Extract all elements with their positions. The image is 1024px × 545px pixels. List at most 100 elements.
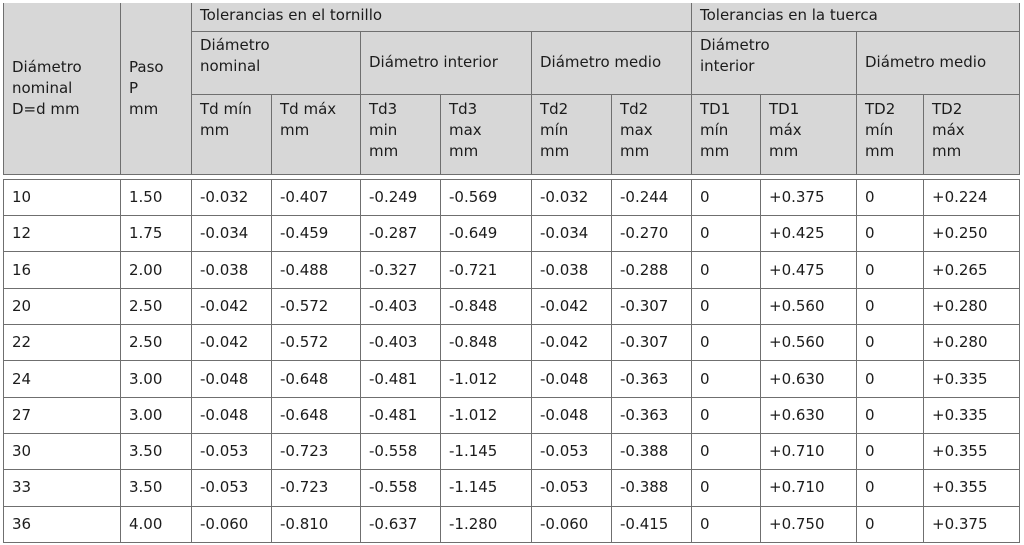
table-cell: -0.327 (360, 251, 441, 289)
column-header-line: TD1 (769, 99, 800, 118)
column-header: Td máx mm (271, 94, 361, 175)
table-cell: 20 (3, 287, 121, 326)
table-cell: +0.560 (760, 287, 857, 326)
table-row: 16 2.00 -0.038 -0.488 -0.327 -0.721 -0.038 -0.2… (3, 251, 1021, 289)
nut-inner-diameter-label-1: Diámetro (700, 35, 770, 54)
table-cell: 0 (691, 215, 761, 253)
table-cell: -0.307 (611, 287, 692, 326)
table-cell: +0.630 (760, 360, 857, 398)
table-cell: 3.00 (120, 360, 192, 398)
table-row: 24 3.00 -0.048 -0.648 -0.481 -1.012 -0.048 -0.3… (3, 360, 1021, 398)
screw-nominal-diameter-label-2: nominal (200, 56, 261, 75)
table-cell: -0.388 (611, 433, 692, 471)
column-header-line: mm (620, 141, 650, 160)
table-cell: -0.723 (271, 433, 361, 471)
column-header-line: Td2 (620, 99, 649, 118)
column-header-line: min (369, 120, 398, 139)
table-cell: -1.012 (440, 360, 532, 398)
column-header-line: mm (865, 141, 895, 160)
table-cell: -0.459 (271, 215, 361, 253)
pitch-label-2: P (129, 78, 139, 97)
table-cell: -0.038 (531, 251, 612, 289)
table-row: 10 1.50 -0.032 -0.407 -0.249 -0.569 -0.032 -0.2… (3, 178, 1021, 217)
table-cell: -0.848 (440, 324, 532, 362)
column-header-line: TD2 (865, 99, 896, 118)
column-header: Td3 max mm (440, 94, 532, 175)
table-cell: 3.50 (120, 433, 192, 471)
screw-inner-diameter-header: Diámetro interior (360, 31, 532, 95)
table-cell: -0.053 (531, 469, 612, 507)
table-cell: -0.848 (440, 287, 532, 326)
table-cell: -0.481 (360, 360, 441, 398)
table-cell: -0.053 (531, 433, 612, 471)
screw-tolerance-group: Tolerancias en el tornillo (191, 3, 692, 32)
table-cell: -0.648 (271, 396, 361, 435)
pitch-label-3: mm (129, 99, 159, 118)
table-cell: +0.250 (922, 215, 1021, 253)
table-row: 27 3.00 -0.048 -0.648 -0.481 -1.012 -0.048 -0.3… (3, 396, 1021, 435)
table-cell: -0.403 (360, 324, 441, 362)
table-header: Diámetro nominal D=d mm Paso P mm Tolera… (3, 3, 1021, 175)
nut-mean-diameter-header: Diámetro medio (855, 31, 1021, 95)
table-row: 20 2.50 -0.042 -0.572 -0.403 -0.848 -0.042 -0.3… (3, 287, 1021, 326)
table-row: 36 4.00 -0.060 -0.810 -0.637 -1.280 -0.060 -0.4… (3, 505, 1021, 544)
column-header-line: TD1 (700, 99, 731, 118)
table-cell: -0.407 (271, 178, 361, 217)
table-cell: 0 (856, 360, 924, 398)
table-cell: 1.75 (120, 215, 192, 253)
table-cell: 0 (856, 324, 924, 362)
table-cell: 24 (3, 360, 121, 398)
table-cell: -0.042 (531, 324, 612, 362)
table-cell: -1.145 (440, 469, 532, 507)
screw-nominal-diameter-label-1: Diámetro (200, 35, 270, 54)
table-row: 22 2.50 -0.042 -0.572 -0.403 -0.848 -0.042 -0.3… (3, 324, 1021, 362)
pitch-label-1: Paso (129, 57, 164, 76)
table-cell: +0.335 (922, 396, 1021, 435)
table-row: 33 3.50 -0.053 -0.723 -0.558 -1.145 -0.053 -0.3… (3, 469, 1021, 507)
column-header-line: Td máx (280, 99, 337, 118)
table-cell: -0.481 (360, 396, 441, 435)
header-separator (3, 173, 1020, 180)
table-cell: 2.00 (120, 251, 192, 289)
table-row: 30 3.50 -0.053 -0.723 -0.558 -1.145 -0.053 -0.3… (3, 433, 1021, 471)
table-cell: -0.060 (191, 505, 272, 544)
table-row: 12 1.75 -0.034 -0.459 -0.287 -0.649 -0.034 -0.2… (3, 215, 1021, 253)
table-cell: -0.053 (191, 469, 272, 507)
table-cell: -0.270 (611, 215, 692, 253)
table-cell: -1.012 (440, 396, 532, 435)
table-cell: -0.034 (531, 215, 612, 253)
nominal-diameter-label-2: nominal (12, 78, 73, 97)
table-cell: 0 (691, 251, 761, 289)
screw-mean-diameter-header: Diámetro medio (531, 31, 692, 95)
table-cell: -0.403 (360, 287, 441, 326)
table-cell: -0.048 (191, 396, 272, 435)
table-cell: +0.265 (922, 251, 1021, 289)
table-cell: +0.750 (760, 505, 857, 544)
table-cell: +0.710 (760, 469, 857, 507)
table-cell: +0.425 (760, 215, 857, 253)
table-cell: 36 (3, 505, 121, 544)
table-cell: 22 (3, 324, 121, 362)
table-cell: 0 (856, 505, 924, 544)
column-header: TD2 mín mm (856, 94, 924, 175)
table-cell: -0.048 (531, 396, 612, 435)
table-cell: +0.560 (760, 324, 857, 362)
table-cell: -0.048 (531, 360, 612, 398)
table-cell: -0.723 (271, 469, 361, 507)
column-header-line: max (620, 120, 653, 139)
table-cell: 0 (691, 433, 761, 471)
table-cell: +0.475 (760, 251, 857, 289)
table-cell: +0.335 (922, 360, 1021, 398)
column-header: TD1 mín mm (691, 94, 761, 175)
table-cell: 10 (3, 178, 121, 217)
column-header-line: mm (700, 141, 730, 160)
table-cell: -0.060 (531, 505, 612, 544)
column-header-line: mm (280, 120, 310, 139)
column-header-line: mm (449, 141, 479, 160)
column-header-line: mín (700, 120, 729, 139)
table-cell: 12 (3, 215, 121, 253)
table-cell: -0.032 (531, 178, 612, 217)
table-cell: -1.145 (440, 433, 532, 471)
column-header-line: mm (200, 120, 230, 139)
table-cell: 2.50 (120, 287, 192, 326)
